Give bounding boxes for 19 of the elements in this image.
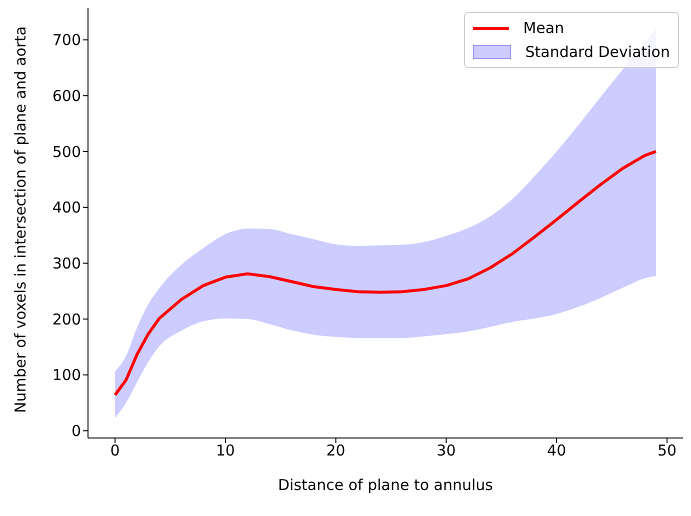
x-axis-title: Distance of plane to annulus — [278, 476, 494, 494]
y-tick-label: 700 — [52, 31, 81, 50]
legend-label: Standard Deviation — [525, 43, 670, 61]
line-series — [114, 150, 658, 396]
y-tick-label: 200 — [52, 310, 81, 328]
y-tick-label: 500 — [52, 142, 81, 161]
x-tick-label: 40 — [547, 442, 566, 460]
y-tick-label: 0 — [71, 422, 81, 440]
x-tick-label: 30 — [436, 442, 456, 460]
x-tick-label: 10 — [216, 442, 235, 460]
y-tick-label: 400 — [52, 198, 81, 217]
y-tick-label: 100 — [52, 366, 81, 384]
x-tick-label: 20 — [326, 442, 346, 460]
y-axis-title: Number of voxels in intersection of plane and aorta — [11, 26, 30, 413]
x-tick-label: 50 — [657, 442, 677, 460]
legend-label: Mean — [523, 19, 564, 37]
y-tick-label: 600 — [52, 87, 81, 105]
y-tick-label: 300 — [52, 254, 81, 273]
x-tick-label: 0 — [110, 442, 120, 460]
